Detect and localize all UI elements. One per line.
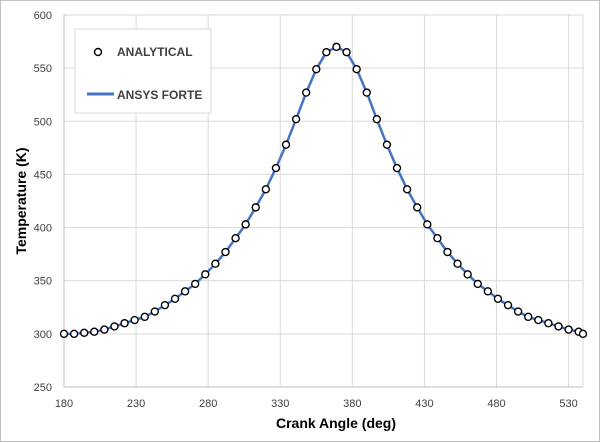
tick-labels: 180 230 280 330 380 430 480 530 250 300 350 400 450 5… bbox=[34, 10, 578, 410]
analytical-point bbox=[130, 315, 139, 325]
analytical-point bbox=[180, 287, 190, 296]
x-tick-label: 430 bbox=[415, 398, 433, 410]
analytical-point bbox=[120, 319, 129, 328]
analytical-point bbox=[524, 312, 533, 322]
analytical-point bbox=[150, 307, 160, 316]
analytical-point bbox=[221, 247, 230, 257]
y-tick-label: 250 bbox=[34, 382, 52, 394]
analytical-point bbox=[352, 65, 361, 74]
analytical-point bbox=[190, 279, 200, 289]
analytical-point bbox=[322, 48, 331, 57]
analytical-point bbox=[342, 48, 351, 57]
legend: ANALYTICAL ANSYS FORTE bbox=[74, 28, 212, 114]
analytical-point bbox=[423, 220, 432, 229]
legend-box bbox=[74, 28, 212, 114]
x-tick-label: 180 bbox=[55, 398, 73, 410]
analytical-point bbox=[59, 329, 69, 339]
y-tick-label: 300 bbox=[34, 329, 52, 341]
analytical-point bbox=[433, 233, 442, 243]
analytical-point bbox=[90, 327, 99, 336]
analytical-point bbox=[382, 140, 392, 149]
y-tick-label: 600 bbox=[34, 10, 52, 22]
analytical-point bbox=[251, 203, 260, 212]
legend-label-analytical: ANALYTICAL bbox=[117, 45, 193, 59]
analytical-point bbox=[503, 300, 513, 310]
analytical-point bbox=[79, 328, 89, 337]
analytical-point bbox=[291, 114, 301, 124]
analytical-point bbox=[554, 322, 563, 331]
analytical-point bbox=[443, 247, 452, 257]
analytical-point bbox=[281, 140, 291, 149]
analytical-point bbox=[413, 203, 422, 212]
series-layer bbox=[59, 42, 588, 339]
analytical-point bbox=[140, 312, 149, 322]
analytical-point bbox=[493, 294, 503, 303]
analytical-point bbox=[302, 88, 311, 97]
analytical-point bbox=[392, 163, 402, 173]
analytical-point bbox=[241, 220, 250, 229]
analytical-point bbox=[170, 294, 180, 303]
analytical-point bbox=[271, 163, 281, 173]
analytical-point bbox=[513, 307, 523, 316]
analytical-point bbox=[332, 42, 341, 52]
y-tick-label: 350 bbox=[34, 276, 52, 288]
x-tick-label: 330 bbox=[271, 398, 289, 410]
x-tick-label: 530 bbox=[559, 398, 577, 410]
analytical-point bbox=[453, 259, 462, 268]
analytical-point bbox=[201, 270, 210, 279]
analytical-point bbox=[261, 185, 271, 194]
analytical-point bbox=[110, 322, 119, 331]
analytical-point bbox=[473, 279, 482, 289]
analytical-point bbox=[211, 259, 220, 268]
analytical-point bbox=[402, 185, 412, 194]
y-tick-label: 500 bbox=[34, 116, 52, 128]
x-tick-label: 230 bbox=[127, 398, 145, 410]
x-tick-label: 380 bbox=[343, 398, 361, 410]
analytical-point bbox=[160, 300, 170, 310]
analytical-point bbox=[372, 114, 382, 124]
x-tick-label: 280 bbox=[199, 398, 217, 410]
analytical-point bbox=[231, 233, 240, 243]
x-tick-label: 480 bbox=[487, 398, 505, 410]
y-tick-label: 450 bbox=[34, 169, 52, 181]
analytical-point bbox=[544, 319, 553, 328]
y-tick-label: 550 bbox=[34, 63, 52, 75]
analytical-point bbox=[534, 315, 543, 325]
analytical-point bbox=[362, 88, 371, 97]
analytical-point bbox=[463, 270, 472, 279]
analytical-point bbox=[483, 287, 493, 296]
legend-label-ansys-forte: ANSYS FORTE bbox=[117, 88, 202, 102]
legend-marker-analytical bbox=[93, 47, 103, 57]
analytical-point bbox=[69, 329, 79, 339]
y-tick-label: 400 bbox=[34, 223, 52, 235]
x-axis-title: Crank Angle (deg) bbox=[276, 415, 396, 431]
analytical-point bbox=[312, 65, 321, 74]
y-axis-title: Temperature (K) bbox=[13, 147, 29, 254]
analytical-point bbox=[564, 325, 573, 334]
analytical-point bbox=[578, 329, 588, 339]
analytical-point bbox=[100, 325, 109, 334]
grid-lines bbox=[63, 14, 584, 388]
